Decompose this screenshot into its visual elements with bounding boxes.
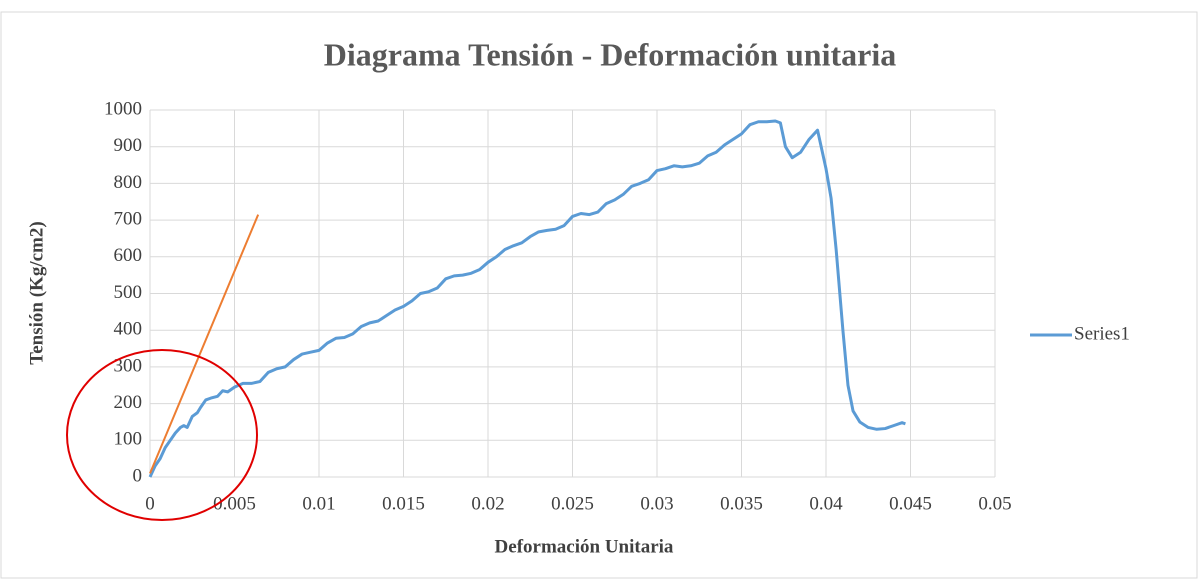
x-tick-label: 0.05 [978, 493, 1011, 514]
legend-label: Series1 [1074, 323, 1130, 344]
series-line [148, 119, 906, 478]
y-tick-label: 400 [114, 319, 143, 340]
x-tick-label: 0.025 [551, 493, 594, 514]
y-tick-label: 600 [114, 245, 143, 266]
x-tick-label: 0.045 [889, 493, 932, 514]
x-tick-label: 0.035 [720, 493, 763, 514]
y-tick-label: 200 [114, 392, 143, 413]
chart-title: Diagrama Tensión - Deformación unitaria [324, 36, 896, 72]
y-axis-label: Tensión (Kg/cm2) [26, 221, 47, 364]
x-tick-label: 0.01 [302, 493, 335, 514]
x-tick-label: 0.02 [471, 493, 504, 514]
series-line [149, 214, 260, 474]
x-tick-label: 0.03 [640, 493, 673, 514]
x-tick-label: 0 [145, 493, 155, 514]
x-tick-label: 0.04 [809, 493, 843, 514]
y-tick-label: 0 [133, 465, 143, 486]
y-tick-label: 500 [114, 282, 143, 303]
y-tick-label: 700 [114, 208, 143, 229]
y-tick-label: 900 [114, 135, 143, 156]
x-axis-label: Deformación Unitaria [495, 536, 674, 557]
y-tick-label: 800 [114, 172, 143, 193]
chart-border [0, 11, 1198, 579]
annotation-circle [66, 349, 258, 521]
y-tick-label: 1000 [104, 98, 142, 119]
y-tick-label: 300 [114, 355, 143, 376]
x-tick-label: 0.015 [382, 493, 425, 514]
y-tick-label: 100 [114, 429, 143, 450]
